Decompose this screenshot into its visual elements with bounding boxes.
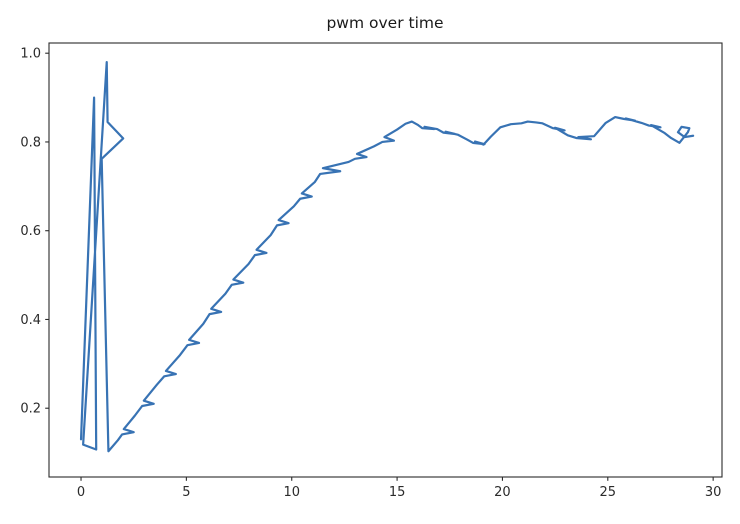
x-tick-label: 30 bbox=[705, 485, 722, 500]
x-tick-label: 0 bbox=[77, 485, 85, 500]
y-tick-label: 0.8 bbox=[20, 135, 41, 150]
series-group bbox=[79, 60, 695, 453]
chart-title: pwm over time bbox=[326, 14, 443, 32]
x-tick-label: 10 bbox=[283, 485, 300, 500]
x-tick-label: 15 bbox=[389, 485, 406, 500]
x-tick-label: 25 bbox=[600, 485, 617, 500]
y-axis: 0.2 0.4 0.6 0.8 1.0 bbox=[20, 47, 49, 417]
x-axis: 0 5 10 15 20 25 30 bbox=[77, 477, 722, 500]
y-tick-label: 0.6 bbox=[20, 224, 41, 239]
plot-area bbox=[48, 42, 723, 478]
y-tick-label: 0.2 bbox=[20, 402, 41, 417]
x-tick-label: 20 bbox=[494, 485, 511, 500]
pwm-series-line bbox=[79, 60, 695, 453]
y-tick-label: 1.0 bbox=[20, 47, 41, 62]
y-tick-label: 0.4 bbox=[20, 313, 41, 328]
x-tick-label: 5 bbox=[182, 485, 190, 500]
